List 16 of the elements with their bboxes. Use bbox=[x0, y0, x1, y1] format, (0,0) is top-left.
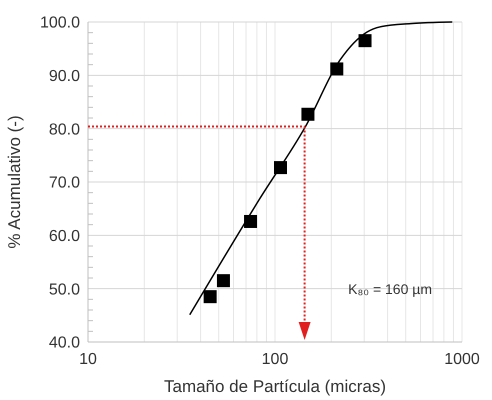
x-tick-label: 10 bbox=[79, 351, 97, 368]
x-tick-label: 100 bbox=[262, 351, 288, 368]
y-tick-label: 60.0 bbox=[48, 228, 80, 245]
y-tick-label: 40.0 bbox=[48, 334, 80, 352]
y-tick-label: 80.0 bbox=[48, 121, 80, 138]
y-tick-label: 100.0 bbox=[40, 14, 80, 32]
point bbox=[358, 34, 372, 48]
x-tick-label: 1000 bbox=[444, 351, 480, 368]
y-tick-label: 70.0 bbox=[48, 174, 80, 192]
x-axis-title: Tamaño de Partícula (micras) bbox=[164, 377, 386, 396]
y-axis-title: % Acumulativo (-) bbox=[5, 115, 24, 249]
y-tick-label: 50.0 bbox=[48, 281, 80, 298]
y-tick-label: 90.0 bbox=[48, 68, 80, 85]
point bbox=[244, 214, 258, 228]
point bbox=[216, 274, 230, 288]
annotation: K₈₀ = 160 µm bbox=[348, 281, 432, 297]
